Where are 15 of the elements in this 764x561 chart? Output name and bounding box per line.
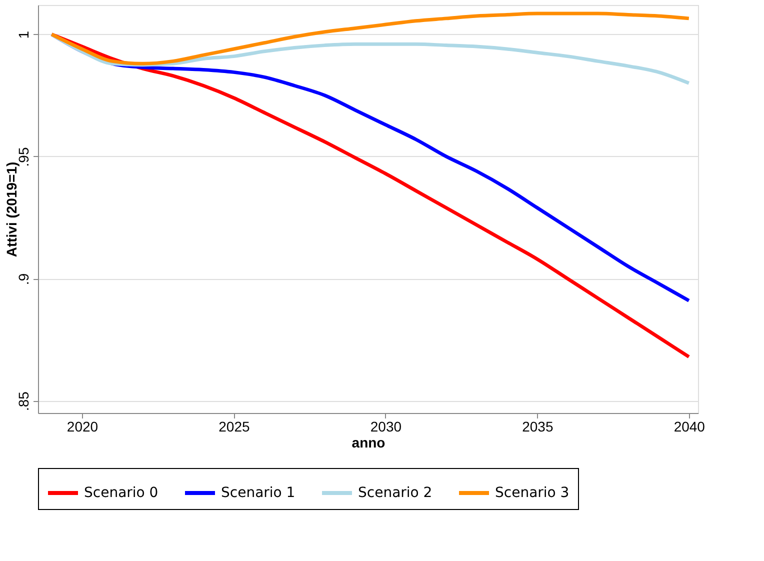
x-axis-title: anno: [352, 434, 386, 450]
x-tick-label: 2030: [370, 418, 402, 434]
legend-label: Scenario 2: [358, 485, 432, 501]
x-tick-label: 2040: [674, 418, 706, 434]
legend-label: Scenario 0: [84, 485, 158, 501]
legend-label: Scenario 1: [221, 485, 296, 501]
y-tick-label: .85: [16, 391, 32, 412]
x-tick-label: 2025: [218, 418, 250, 434]
y-tick-label: .9: [16, 273, 32, 285]
y-axis-title: Attivi (2019=1): [4, 162, 20, 258]
line-series: [50, 12, 691, 66]
x-tick-label: 2035: [522, 418, 554, 434]
legend-label: Scenario 3: [495, 485, 570, 501]
x-tick-label: 2020: [66, 418, 98, 434]
y-tick-label: 1: [16, 30, 32, 39]
